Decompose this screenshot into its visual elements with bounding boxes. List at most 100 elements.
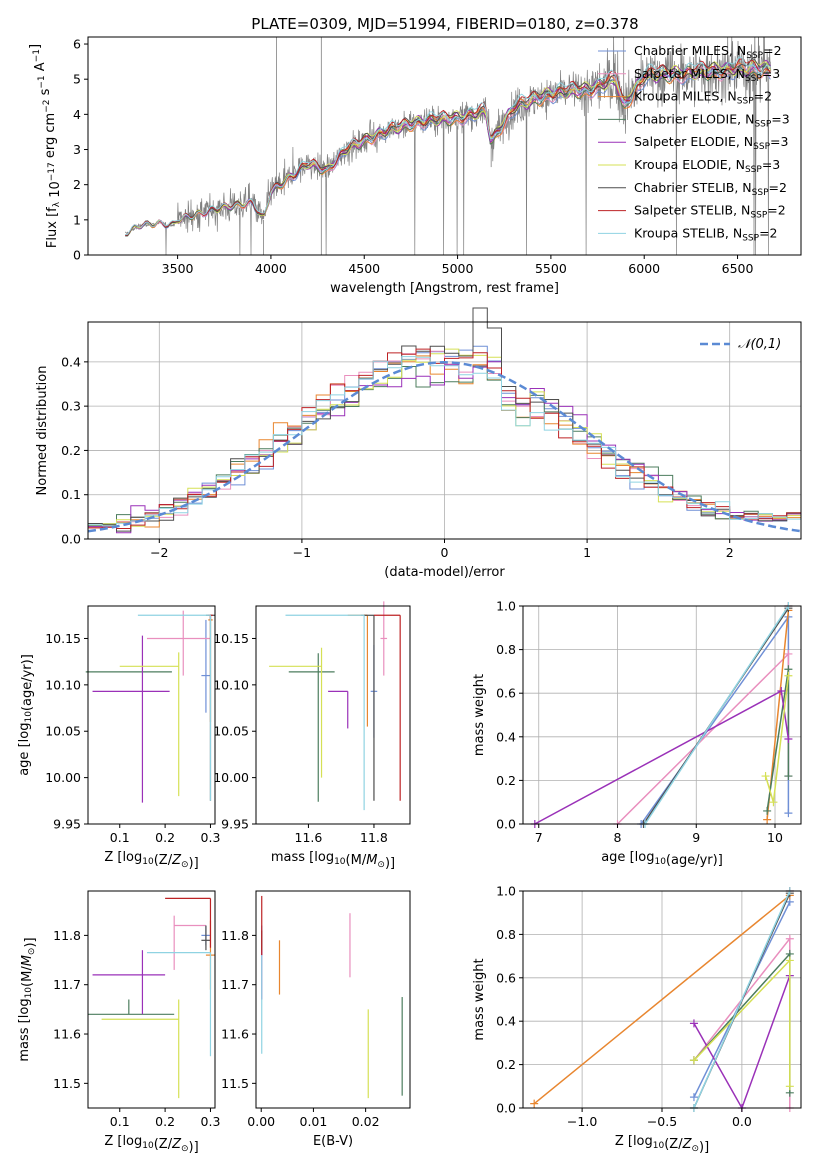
weight-marker: [784, 649, 793, 658]
y-tick-label: 3: [73, 142, 81, 157]
y-tick-label: 0.4: [61, 354, 81, 369]
frame-mass-vs-ebv: 0.00 0.01 0.02 11.5 11.6 11.7 11.8: [221, 890, 411, 1129]
x-axis-label: wavelength [Angstrom, rest frame]: [330, 281, 559, 296]
axes-frame: [87, 605, 216, 825]
y-tick-label: 2: [73, 177, 81, 192]
x-tick-label: 0.2: [155, 830, 175, 845]
model-line-8: [125, 56, 771, 235]
y-tick-label: 1: [73, 212, 81, 227]
point-4: [92, 635, 170, 803]
point-8: [285, 614, 365, 811]
y-tick-label: 10.00: [45, 770, 81, 785]
weight-marker: [784, 734, 793, 743]
x-tick-label: 0: [441, 545, 449, 560]
y-tick-label: 10.10: [213, 677, 249, 692]
legend-entry: Salpeter ELODIE, NSSP=3: [634, 134, 788, 152]
histogram-series-4: [88, 361, 801, 534]
x-axis-label: mass [log10(M/M⊙)]: [271, 850, 395, 871]
curve-legend-label: 𝒩(0,1): [738, 337, 781, 352]
frame-spectrum: 3500 4000 4500 5000 5500 6000 6500 0 1 2 3 4 5 6: [73, 36, 802, 276]
x-tick-label: 2: [726, 545, 734, 560]
weight-line-8: [644, 605, 790, 825]
labels-mass-vs-z: Z [log10(Z/Z⊙)] mass [log10(M/M⊙)]: [17, 937, 199, 1155]
frame-mass-vs-z: 0.1 0.2 0.3 11.5 11.6 11.7 11.8: [53, 890, 221, 1129]
normal-curve: [87, 361, 802, 533]
weight-marker: [784, 772, 793, 781]
x-tick-label: 0.0: [732, 1114, 752, 1129]
legend-entry: Chabrier STELIB, NSSP=2: [634, 180, 787, 198]
histograms: [87, 307, 802, 534]
point-7: [165, 897, 212, 948]
y-tick-label: 1.0: [496, 599, 516, 614]
legend: Chabrier MILES, NSSP=2 Salpeter MILES, NS…: [598, 43, 790, 243]
point-4: [92, 950, 166, 1015]
x-tick-label: 0.02: [352, 1114, 380, 1129]
y-tick-label: 11.8: [221, 928, 249, 943]
weight-marker: [785, 956, 794, 965]
legend-entry: Salpeter STELIB, NSSP=2: [634, 203, 786, 221]
errorbars-mass-vs-ebv: [261, 895, 403, 1099]
weight-line-1: [616, 652, 790, 825]
weight-marker: [784, 671, 793, 680]
y-axis-label: mass weight: [472, 674, 487, 756]
x-tick-label: 0.00: [247, 1114, 275, 1129]
y-tick-label: 0.0: [496, 817, 516, 832]
point-5: [269, 647, 323, 778]
y-tick-label: 10.15: [45, 631, 81, 646]
y-axis-label: mass [log10(M/M⊙)]: [17, 937, 38, 1061]
y-tick-label: 9.95: [53, 817, 81, 832]
y-tick-label: 10.10: [45, 677, 81, 692]
axes-frame: [522, 605, 802, 825]
y-tick-label: 0.2: [496, 773, 516, 788]
plot-layer: 3500 4000 4500 5000 5500 6000 65000123456wavel…: [17, 36, 802, 1155]
y-tick-label: 11.6: [221, 1027, 249, 1042]
point-1: [146, 610, 211, 676]
point-3: [88, 999, 175, 1015]
x-tick-label: 8: [614, 830, 622, 845]
point-5: [119, 652, 180, 797]
y-tick-label: 10.15: [213, 631, 249, 646]
point-7: [373, 614, 401, 801]
weight-line-2: [533, 894, 791, 1105]
y-tick-label: 4: [73, 107, 81, 122]
weight-marker: [777, 687, 786, 696]
y-axis-label: age [log10(age/yr)]: [17, 654, 35, 776]
errorbars-mass-vs-z: [88, 897, 215, 1099]
frame-age-vs-z: 0.1 0.2 0.3 9.95 10.00 10.05 10.10 10.15: [45, 605, 220, 845]
y-tick-label: 6: [73, 37, 81, 52]
x-tick-label: 11.8: [360, 830, 388, 845]
weight-marker: [689, 1056, 698, 1065]
y-tick-label: 0.0: [496, 1101, 516, 1116]
x-tick-label: 0.3: [201, 1114, 221, 1129]
weight-line-4: [534, 689, 790, 825]
x-tick-label: 0.2: [155, 1114, 175, 1129]
legend-entry: Salpeter MILES, NSSP=3: [634, 66, 780, 84]
x-tick-label: 7: [535, 830, 543, 845]
x-tick-label: −1: [293, 545, 311, 560]
point-6: [201, 925, 211, 951]
errorbars-age-vs-z: [85, 610, 215, 803]
frame-weight-vs-age: 7 8 9 10 0.0 0.2 0.4 0.6 0.8 1.0: [496, 599, 802, 845]
x-tick-label: 4500: [348, 261, 380, 276]
weight-marker: [761, 772, 770, 781]
x-tick-label: 5000: [442, 261, 474, 276]
weight-marker: [785, 934, 794, 943]
x-tick-label: 9: [692, 830, 700, 845]
weight-marker: [530, 1099, 539, 1108]
weight-marker: [689, 1093, 698, 1102]
y-tick-label: 10.05: [45, 724, 81, 739]
x-tick-label: −1.0: [567, 1114, 597, 1129]
axes-frame: [87, 890, 216, 1109]
y-tick-label: 1.0: [496, 884, 516, 899]
y-tick-label: 0.8: [496, 927, 516, 942]
x-axis-label: E(B-V): [313, 1134, 353, 1149]
axes-frame: [255, 605, 411, 825]
frame-residuals: −2 −1 0 1 2 0.0 0.1 0.2 0.3 0.4: [61, 321, 802, 560]
point-1: [173, 915, 206, 970]
y-tick-label: 10.05: [213, 724, 249, 739]
weight-marker: [689, 1019, 698, 1028]
point-5: [101, 999, 180, 1099]
y-tick-label: 0.2: [61, 443, 81, 458]
frame-weight-vs-z: −1.0 −0.5 0.0 0.0 0.2 0.4 0.6 0.8 1.0: [496, 884, 802, 1129]
